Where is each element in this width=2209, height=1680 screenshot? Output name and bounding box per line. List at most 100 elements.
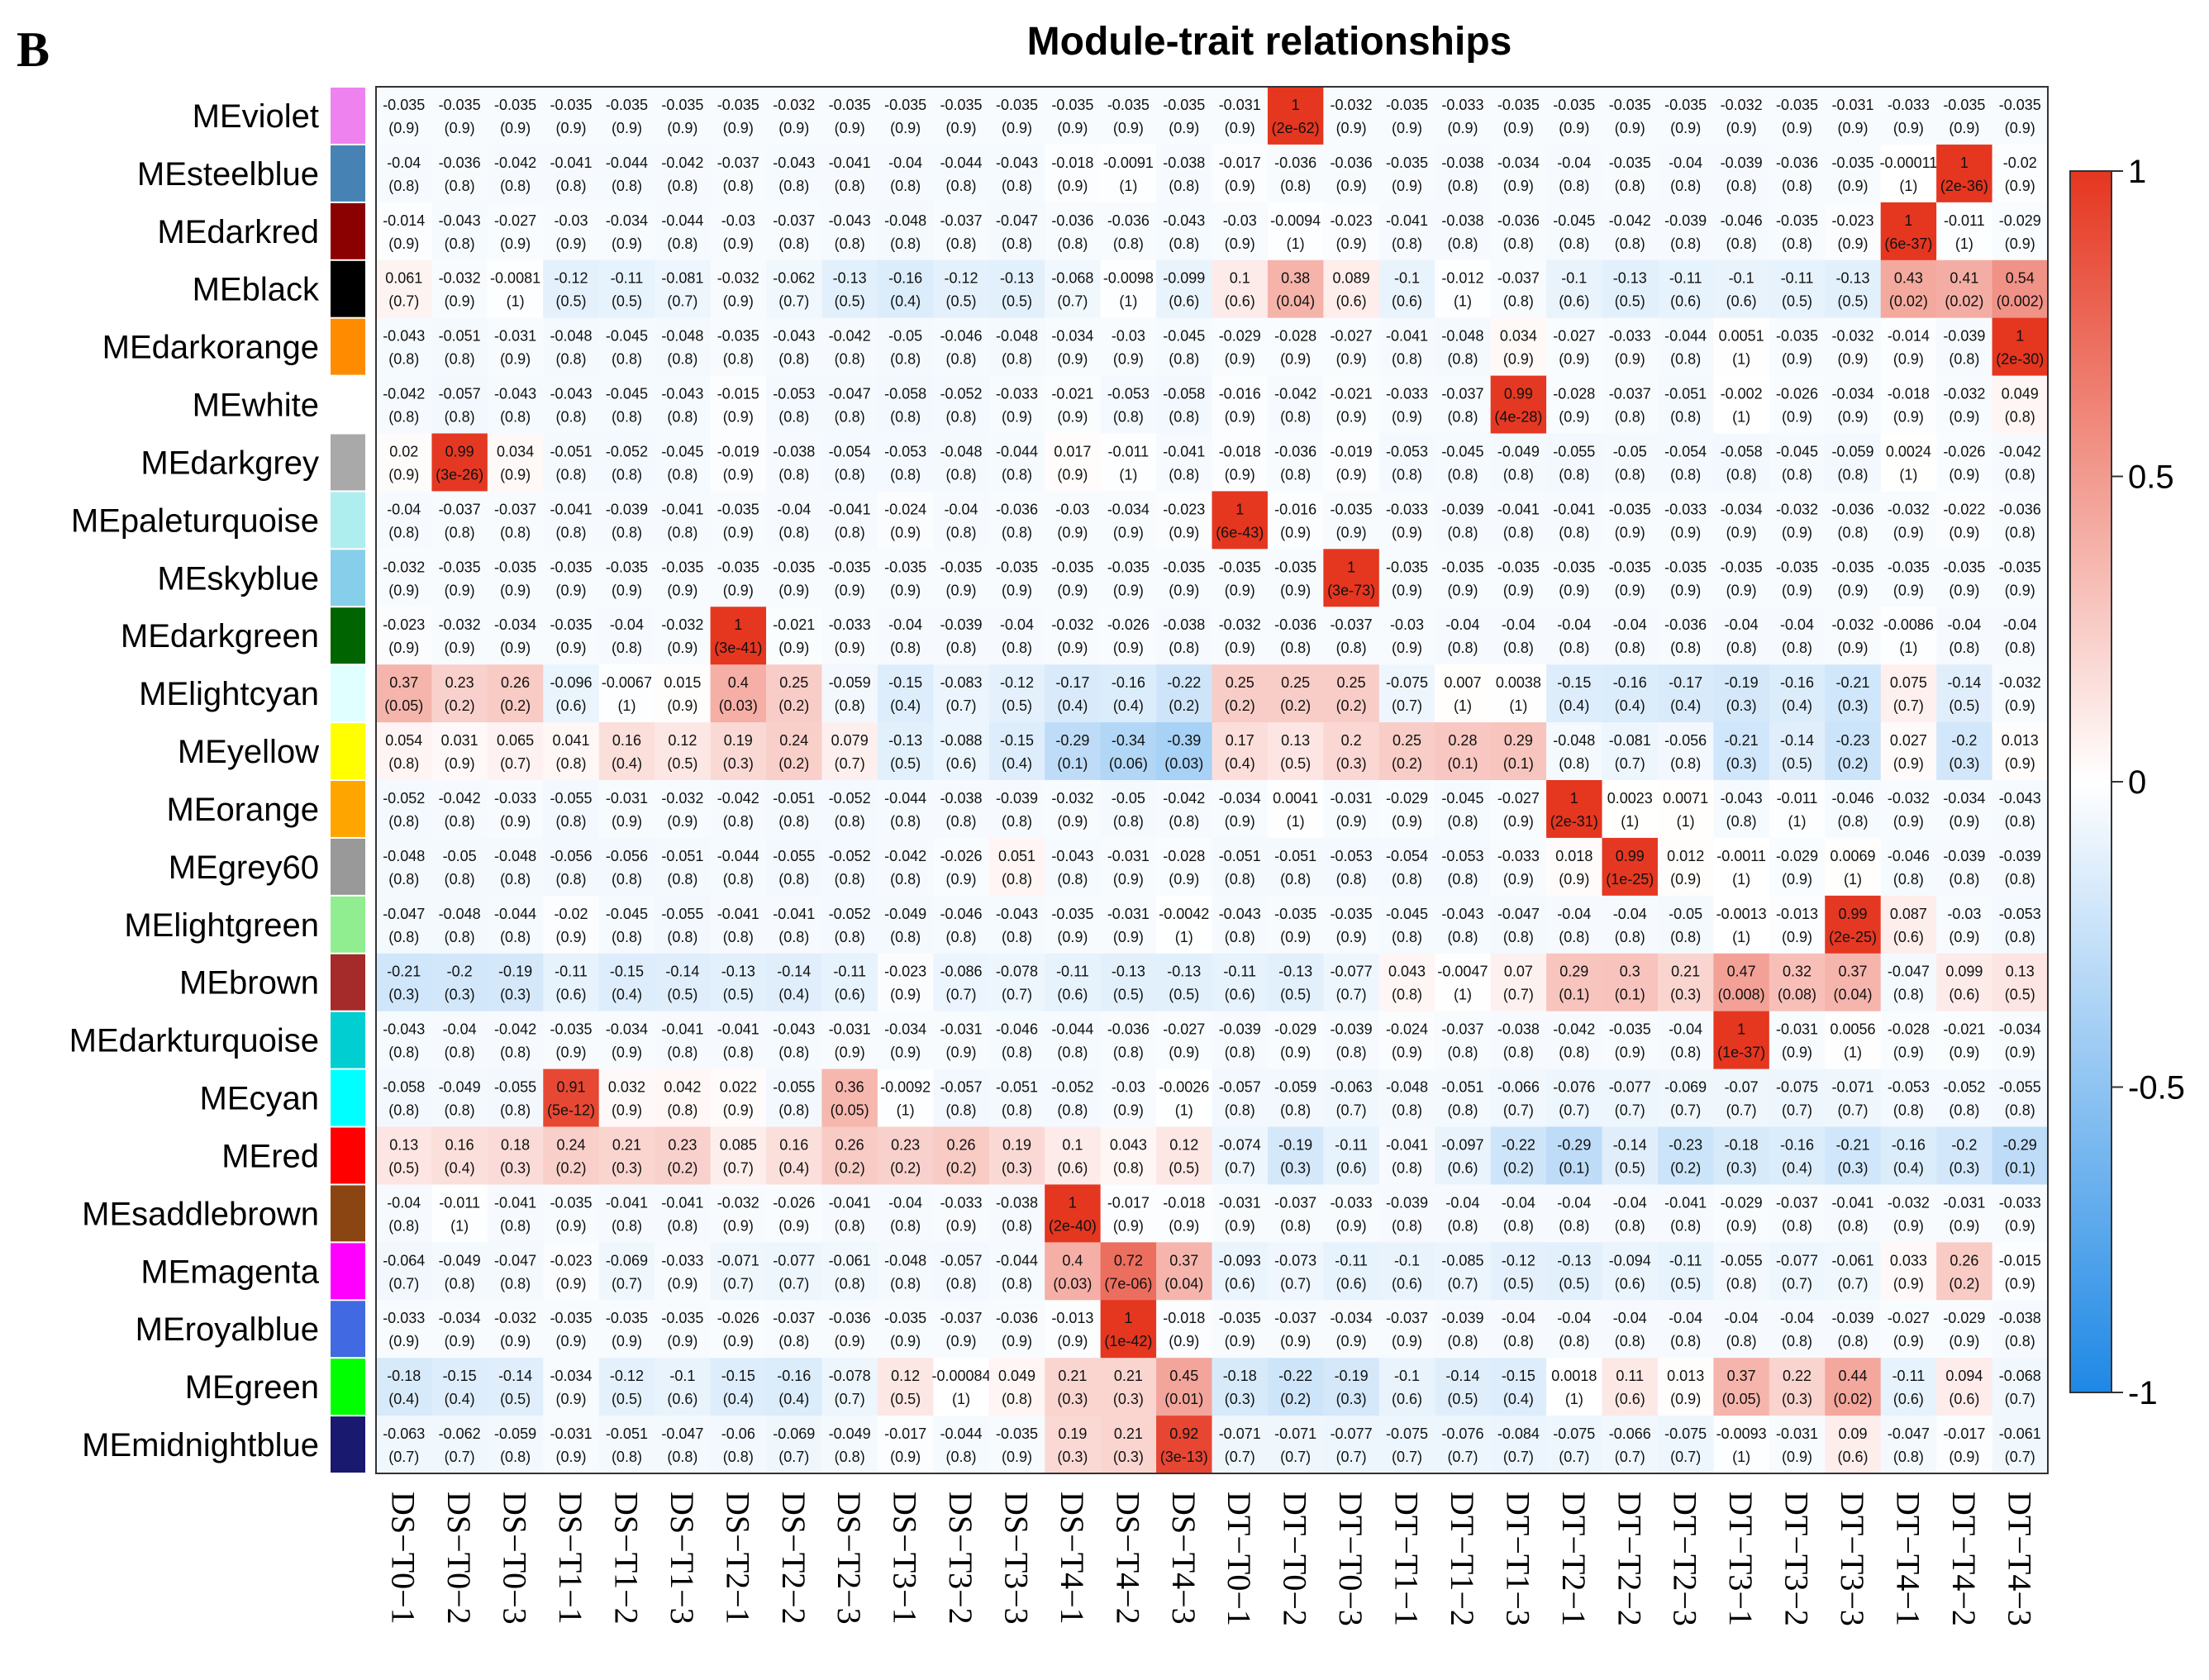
cell-correlation: -0.032 [383, 559, 425, 575]
cell-correlation: -0.038 [996, 1194, 1038, 1211]
column-labels: DS−T0−1 DS−T0−2 DS−T0−3 DS−T1−1 DS−T1−2 DS−T1… [385, 1492, 2039, 1626]
cell-correlation: 0.17 [1226, 732, 1254, 749]
cell-correlation: -0.081 [1609, 732, 1651, 749]
cell-pvalue: (0.8) [1503, 236, 1534, 252]
cell-correlation: -0.032 [439, 616, 481, 633]
cell-correlation: -0.041 [1497, 501, 1540, 517]
cell-correlation: 0.21 [1114, 1425, 1143, 1442]
column-label: DS−T2−1 [719, 1492, 756, 1625]
cell-correlation: -0.04 [1502, 616, 1535, 633]
cell-correlation: -0.11 [1335, 1252, 1368, 1268]
cell-pvalue: (0.8) [612, 178, 642, 194]
cell-correlation: 0.19 [1058, 1425, 1087, 1442]
cell-pvalue: (0.3) [1057, 1391, 1088, 1407]
cell-pvalue: (0.4) [778, 987, 809, 1003]
cell-correlation: -0.033 [1441, 97, 1483, 113]
cell-correlation: -0.22 [1502, 1136, 1535, 1153]
cell-pvalue: (0.9) [1503, 351, 1534, 368]
cell-pvalue: (0.5) [1670, 1275, 1701, 1292]
cell-pvalue: (7e-06) [1104, 1275, 1152, 1292]
cell-pvalue: (0.8) [1670, 1045, 1701, 1061]
cell-pvalue: (0.6) [1949, 1391, 1979, 1407]
cell-correlation: 0.23 [445, 674, 474, 691]
cell-correlation: -0.06 [721, 1425, 755, 1442]
cell-pvalue: (0.9) [500, 466, 531, 483]
cell-pvalue: (0.9) [1670, 524, 1701, 540]
heatmap-cell [1546, 87, 1603, 145]
cell-pvalue: (0.8) [556, 409, 587, 426]
cell-pvalue: (0.9) [1559, 582, 1589, 598]
cell-correlation: -0.03 [1223, 212, 1257, 229]
cell-pvalue: (0.9) [667, 1333, 697, 1349]
cell-correlation: -0.042 [494, 1021, 536, 1038]
cell-correlation: -0.038 [773, 443, 815, 459]
cell-pvalue: (0.9) [1169, 871, 1199, 888]
row-label: MEmidnightblue [82, 1427, 319, 1463]
cell-correlation: -0.039 [940, 616, 983, 633]
column-label: DT−T3−1 [1722, 1492, 1759, 1626]
cell-correlation: -0.0047 [1437, 964, 1488, 980]
cell-correlation: -0.055 [1999, 1079, 2041, 1096]
cell-pvalue: (0.06) [1109, 755, 1148, 772]
cell-pvalue: (0.7) [723, 1159, 754, 1176]
cell-correlation: -0.093 [1219, 1252, 1261, 1268]
row-label: MEpaleturquoise [71, 502, 319, 539]
cell-pvalue: (0.05) [831, 1102, 869, 1119]
cell-correlation: -0.036 [996, 501, 1038, 517]
cell-correlation: -0.043 [1721, 790, 1763, 807]
cell-pvalue: (1) [1732, 871, 1750, 888]
cell-correlation: 0.034 [497, 443, 534, 459]
cell-pvalue: (0.9) [1503, 120, 1534, 136]
cell-pvalue: (2e-30) [1996, 351, 2044, 368]
cell-correlation: 0.37 [1727, 1368, 1756, 1384]
cell-correlation: -0.04 [1557, 155, 1591, 171]
cell-correlation: -0.071 [1831, 1079, 1873, 1096]
cell-correlation: -0.052 [829, 906, 871, 922]
cell-correlation: -0.15 [888, 674, 922, 691]
cell-correlation: 0.041 [552, 732, 589, 749]
cell-pvalue: (0.9) [1057, 1333, 1088, 1349]
cell-correlation: 0.079 [831, 732, 869, 749]
cell-pvalue: (0.9) [445, 120, 475, 136]
cell-correlation: -0.034 [439, 1310, 481, 1326]
cell-pvalue: (0.9) [445, 1333, 475, 1349]
cell-correlation: 0.25 [1337, 674, 1366, 691]
cell-pvalue: (0.8) [1782, 178, 1812, 194]
cell-correlation: -0.13 [1112, 964, 1145, 980]
cell-correlation: -0.036 [1776, 155, 1818, 171]
cell-correlation: -0.047 [829, 386, 871, 402]
cell-pvalue: (0.9) [723, 1217, 754, 1234]
cell-pvalue: (0.8) [835, 871, 865, 888]
cell-pvalue: (0.7) [1336, 1449, 1367, 1465]
cell-pvalue: (0.04) [1164, 1275, 1203, 1292]
cell-correlation: -0.037 [439, 501, 481, 517]
cell-pvalue: (0.9) [1336, 466, 1367, 483]
cell-correlation: 0.0038 [1496, 674, 1541, 691]
cell-pvalue: (0.6) [946, 755, 977, 772]
cell-correlation: -0.053 [1999, 906, 2041, 922]
cell-pvalue: (0.7) [1503, 1102, 1534, 1119]
column-label: DS−T1−1 [552, 1492, 589, 1625]
cell-correlation: -0.037 [1441, 386, 1483, 402]
cell-correlation: -0.011 [1944, 212, 1985, 229]
cell-pvalue: (0.9) [1893, 582, 1924, 598]
cell-pvalue: (0.3) [1726, 1159, 1757, 1176]
cell-pvalue: (0.8) [1002, 871, 1032, 888]
cell-pvalue: (0.8) [1225, 871, 1255, 888]
module-color-swatch [331, 88, 365, 144]
cell-correlation: -0.29 [2003, 1136, 2037, 1153]
cell-correlation: -0.0026 [1159, 1079, 1209, 1096]
cell-pvalue: (0.2) [835, 1159, 865, 1176]
cell-correlation: -0.039 [1441, 1310, 1483, 1326]
cell-pvalue: (0.9) [1225, 178, 1255, 194]
cell-correlation: -0.045 [1441, 443, 1483, 459]
cell-pvalue: (0.8) [778, 351, 809, 368]
cell-pvalue: (0.8) [1169, 640, 1199, 656]
cell-pvalue: (0.9) [890, 120, 921, 136]
cell-correlation: -0.051 [606, 1425, 648, 1442]
cell-pvalue: (1) [1509, 697, 1527, 714]
cell-correlation: -0.043 [773, 155, 815, 171]
module-color-swatch [331, 1011, 365, 1068]
cell-pvalue: (0.8) [667, 178, 697, 194]
cell-correlation: -0.078 [996, 964, 1038, 980]
